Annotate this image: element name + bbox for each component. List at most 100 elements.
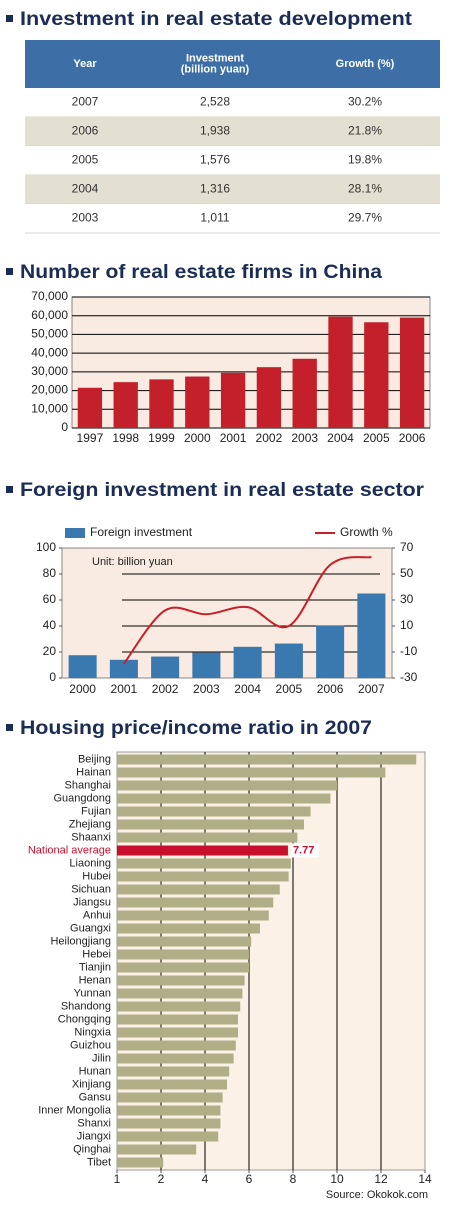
legend-label: Growth % [340,525,393,539]
y-tick-label: Guangdong [54,792,112,804]
y2-tick-label: 10 [400,618,414,632]
bar [117,1001,241,1012]
y-tick-label: Qinghai [73,1143,111,1155]
x-tick-label: 2006 [317,682,344,696]
bar [117,1105,221,1116]
y-tick-label: Tianjin [79,961,111,973]
y-tick-label: Hebei [82,948,111,960]
bar [117,897,274,908]
source: Source: Okokok.com [326,1189,428,1201]
table-header [25,40,440,88]
chart-title: Housing price/income ratio in 2007 [20,718,372,739]
y2-tick-label: -30 [400,670,418,684]
table-row [25,146,440,175]
x-tick-label: 2004 [234,682,261,696]
x-tick-label: 8 [290,1172,297,1186]
table-cell: 1,938 [200,124,230,138]
table-cell: 28.1% [348,182,382,196]
x-tick-label: 2005 [276,682,303,696]
bar [151,656,180,678]
y-tick-label: Chongqing [58,1013,111,1025]
line-series [123,556,372,665]
table-cell: 2007 [72,95,99,109]
bar [117,767,386,778]
bar [233,646,262,678]
x-tick-label: 2006 [399,431,426,445]
table-row [25,117,440,146]
legend-swatch [65,528,85,538]
y-tick-label: Guangxi [70,922,111,934]
bar [68,655,97,678]
table-cell: 21.8% [348,124,382,138]
y-tick-label: National average [28,844,111,856]
table-title: Investment in real estate development [20,9,413,30]
bar [77,387,103,428]
y-tick-label: 60,000 [31,308,68,322]
bar [117,884,280,895]
table-cell: 1,316 [200,182,230,196]
bar [256,367,282,428]
bar [117,780,337,791]
bar [117,1131,219,1142]
table-cell: 2003 [72,211,99,225]
table-row [25,204,440,233]
y-tick-label: 10,000 [31,401,68,415]
y-tick-label: Hainan [76,766,111,778]
bar [220,372,246,428]
bar [117,936,252,947]
table-cell: 2004 [72,182,99,196]
bar [117,975,245,986]
y-tick-label: Jiangxi [77,1130,111,1142]
bar [117,754,417,765]
bar [117,1092,223,1103]
y-tick-label: Inner Mongolia [38,1104,112,1116]
y-tick-label: 70,000 [31,289,68,303]
x-tick-label: 6 [246,1172,253,1186]
annotation: Unit: billion yuan [92,556,173,568]
y-tick-label: Xinjiang [72,1078,111,1090]
value-label-box [290,843,319,858]
y2-tick-label: 30 [400,592,414,606]
y-tick-label: Gansu [79,1091,111,1103]
table-cell: 2006 [72,124,99,138]
y-tick-label: 100 [36,540,56,554]
x-tick-label: 2005 [363,431,390,445]
x-tick-label: 2007 [358,682,385,696]
bar [117,1144,197,1155]
bar [274,643,303,678]
y-tick-label: 20 [43,644,57,658]
bar [292,358,317,428]
header-cell: (billion yuan) [181,63,250,75]
table-cell: 30.2% [348,95,382,109]
bar [117,1066,230,1077]
y-tick-label: Henan [79,974,111,986]
bar [192,652,221,678]
bar [117,988,243,999]
bar [113,382,138,428]
chart-title: Number of real estate firms in China [20,262,382,283]
table-cell: 2,528 [200,95,230,109]
y-tick-label: Shaanxi [71,831,111,843]
bar [399,317,425,428]
x-tick-label: 2002 [256,431,283,445]
y2-tick-label: 50 [400,566,414,580]
bar [117,1027,238,1038]
y-tick-label: 0 [61,420,68,434]
bar [117,871,289,882]
x-tick-label: 4 [202,1172,209,1186]
bar [109,659,138,678]
title-bullet [6,268,13,275]
y-tick-label: Sichuan [71,883,111,895]
bar [117,832,298,843]
x-tick-label: 2 [158,1172,165,1186]
y-tick-label: Hunan [79,1065,111,1077]
bar [117,1118,221,1129]
title-bullet [6,724,13,731]
table-row [25,88,440,117]
x-tick-label: 2000 [184,431,211,445]
bar [117,845,288,856]
x-tick-label: 2002 [152,682,179,696]
y2-tick-label: 70 [400,540,414,554]
bar [117,1157,164,1168]
y-tick-label: Guizhou [70,1039,111,1051]
